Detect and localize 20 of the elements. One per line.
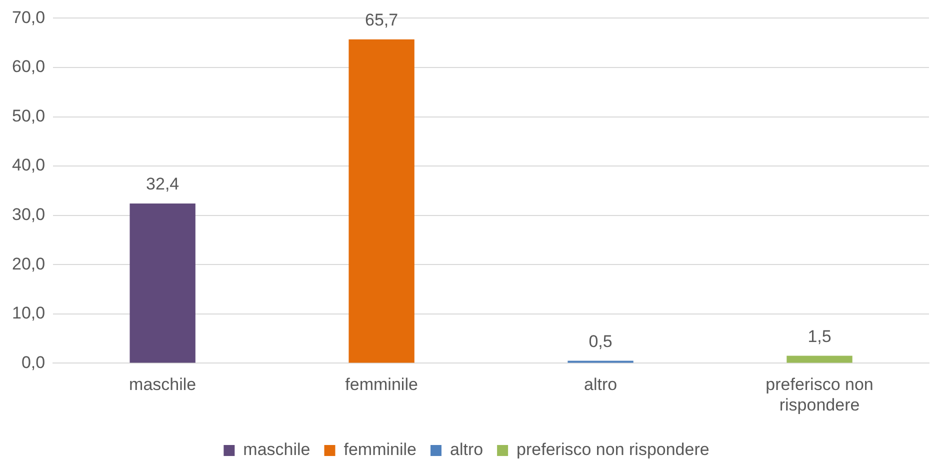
y-tick-label: 30,0 [12, 205, 46, 224]
y-tick-label: 60,0 [12, 57, 46, 76]
legend-label: femminile [344, 440, 416, 460]
y-tick-label: 20,0 [12, 254, 46, 274]
y-tick-label: 40,0 [12, 156, 46, 175]
legend-label: preferisco non rispondere [516, 440, 710, 460]
y-tick-label: 50,0 [12, 106, 46, 126]
data-label: 1,5 [808, 326, 832, 346]
x-tick-label: preferisco non rispondere [766, 375, 874, 414]
legend-label: altro [450, 440, 484, 460]
y-tick-label: 0,0 [21, 352, 46, 372]
data-label: 65,7 [365, 10, 398, 30]
x-tick-label: maschile [129, 375, 196, 394]
data-label: 32,4 [146, 174, 180, 194]
data-label: 0,5 [588, 332, 612, 351]
x-tick-label: femminile [345, 375, 418, 394]
legend-label: maschile [243, 440, 310, 460]
y-tick-label: 70,0 [12, 8, 46, 27]
y-tick-label: 10,0 [12, 304, 46, 323]
x-tick-label: altro [584, 375, 618, 394]
